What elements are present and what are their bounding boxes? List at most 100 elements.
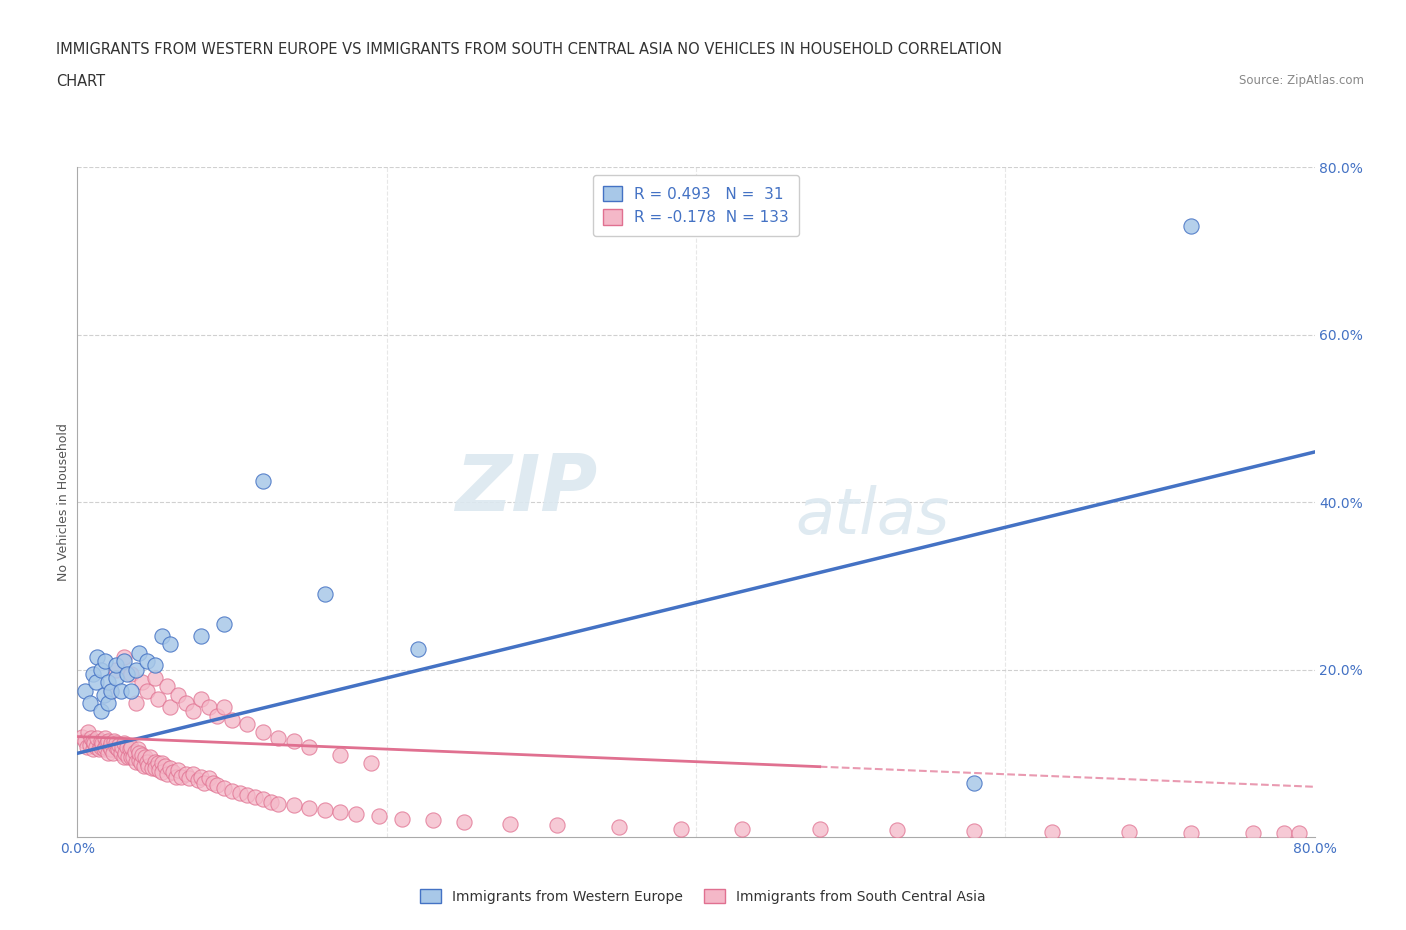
Point xyxy=(128,645,150,660)
Point xyxy=(100,683,122,698)
Point xyxy=(101,746,124,761)
Point xyxy=(139,750,162,764)
Point xyxy=(90,739,111,754)
Point xyxy=(112,654,135,669)
Point xyxy=(112,750,135,764)
Point xyxy=(121,739,143,754)
Point xyxy=(731,821,754,836)
Point xyxy=(107,742,129,757)
Point xyxy=(138,759,160,774)
Point xyxy=(183,704,205,719)
Point xyxy=(93,687,115,702)
Point xyxy=(205,777,228,792)
Point xyxy=(124,744,146,759)
Point xyxy=(221,712,243,727)
Point xyxy=(76,739,98,754)
Point xyxy=(152,629,174,644)
Point xyxy=(245,790,267,804)
Point xyxy=(146,692,169,707)
Point xyxy=(97,675,120,690)
Point xyxy=(82,666,104,681)
Point xyxy=(391,811,413,826)
Point xyxy=(121,750,143,764)
Point xyxy=(79,737,101,752)
Point xyxy=(93,742,115,757)
Point xyxy=(94,654,117,669)
Point xyxy=(453,815,475,830)
Point xyxy=(129,756,152,771)
Point xyxy=(132,759,155,774)
Point xyxy=(267,731,290,746)
Point xyxy=(115,666,138,681)
Point xyxy=(70,729,93,744)
Point xyxy=(105,736,127,751)
Point xyxy=(105,658,127,673)
Point xyxy=(193,776,215,790)
Point xyxy=(105,739,127,754)
Point xyxy=(100,683,122,698)
Point xyxy=(267,796,290,811)
Point xyxy=(125,754,148,769)
Point xyxy=(283,798,305,813)
Point xyxy=(97,746,120,761)
Point xyxy=(422,813,444,828)
Point xyxy=(162,764,184,779)
Point xyxy=(112,736,135,751)
Point xyxy=(114,746,136,761)
Point xyxy=(98,739,121,754)
Point xyxy=(131,748,153,763)
Point xyxy=(111,739,134,754)
Legend: R = 0.493   N =  31, R = -0.178  N = 133: R = 0.493 N = 31, R = -0.178 N = 133 xyxy=(592,175,800,236)
Point xyxy=(136,654,159,669)
Point xyxy=(134,750,156,764)
Point xyxy=(329,804,352,819)
Text: Source: ZipAtlas.com: Source: ZipAtlas.com xyxy=(1239,74,1364,87)
Point xyxy=(117,750,139,764)
Point xyxy=(121,683,143,698)
Point xyxy=(146,756,169,771)
Point xyxy=(159,700,181,715)
Point xyxy=(406,642,429,657)
Point xyxy=(607,819,630,834)
Point xyxy=(329,748,352,763)
Point xyxy=(143,671,166,685)
Point xyxy=(170,769,193,784)
Point xyxy=(143,754,166,769)
Point xyxy=(77,725,100,740)
Point xyxy=(100,736,122,751)
Point xyxy=(96,736,118,751)
Point xyxy=(131,675,153,690)
Point xyxy=(97,733,120,748)
Point xyxy=(1241,826,1264,841)
Point xyxy=(252,792,274,807)
Point xyxy=(127,742,149,757)
Point xyxy=(97,696,120,711)
Point xyxy=(110,746,132,761)
Point xyxy=(314,587,336,602)
Point xyxy=(91,736,114,751)
Point xyxy=(159,761,181,776)
Point xyxy=(136,754,159,769)
Point xyxy=(165,769,187,784)
Point xyxy=(314,803,336,817)
Point xyxy=(198,771,221,786)
Point xyxy=(108,737,131,752)
Text: CHART: CHART xyxy=(56,74,105,89)
Text: ZIP: ZIP xyxy=(454,451,598,526)
Point xyxy=(221,783,243,798)
Point xyxy=(122,750,145,764)
Point xyxy=(344,806,367,821)
Point xyxy=(808,822,831,837)
Point xyxy=(118,742,141,757)
Point xyxy=(94,731,117,746)
Point xyxy=(1040,825,1063,840)
Point xyxy=(105,671,127,685)
Point xyxy=(236,717,259,732)
Point xyxy=(136,683,159,698)
Point xyxy=(86,650,108,665)
Point xyxy=(90,662,111,677)
Point xyxy=(75,683,96,698)
Point xyxy=(1180,826,1202,841)
Text: atlas: atlas xyxy=(794,485,949,547)
Point xyxy=(963,776,986,790)
